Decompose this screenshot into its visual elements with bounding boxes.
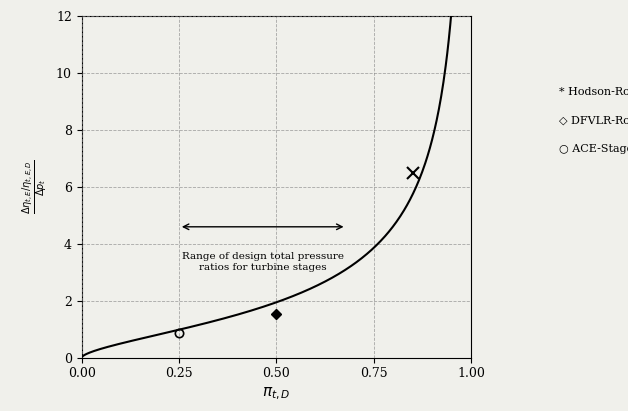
Text: ○ ACE-Stage: ○ ACE-Stage [559, 144, 628, 154]
Text: Range of design total pressure
ratios for turbine stages: Range of design total pressure ratios fo… [181, 252, 344, 272]
Y-axis label: $\frac{\Delta\eta_{t,E}/\eta_{t,E,D}}{\Delta p_t}$: $\frac{\Delta\eta_{t,E}/\eta_{t,E,D}}{\D… [20, 160, 49, 214]
Text: ◇ DFVLR-Rotor: ◇ DFVLR-Rotor [559, 115, 628, 125]
X-axis label: $\pi_{t,D}$: $\pi_{t,D}$ [262, 386, 291, 402]
Text: * Hodson-Rotor: * Hodson-Rotor [559, 87, 628, 97]
